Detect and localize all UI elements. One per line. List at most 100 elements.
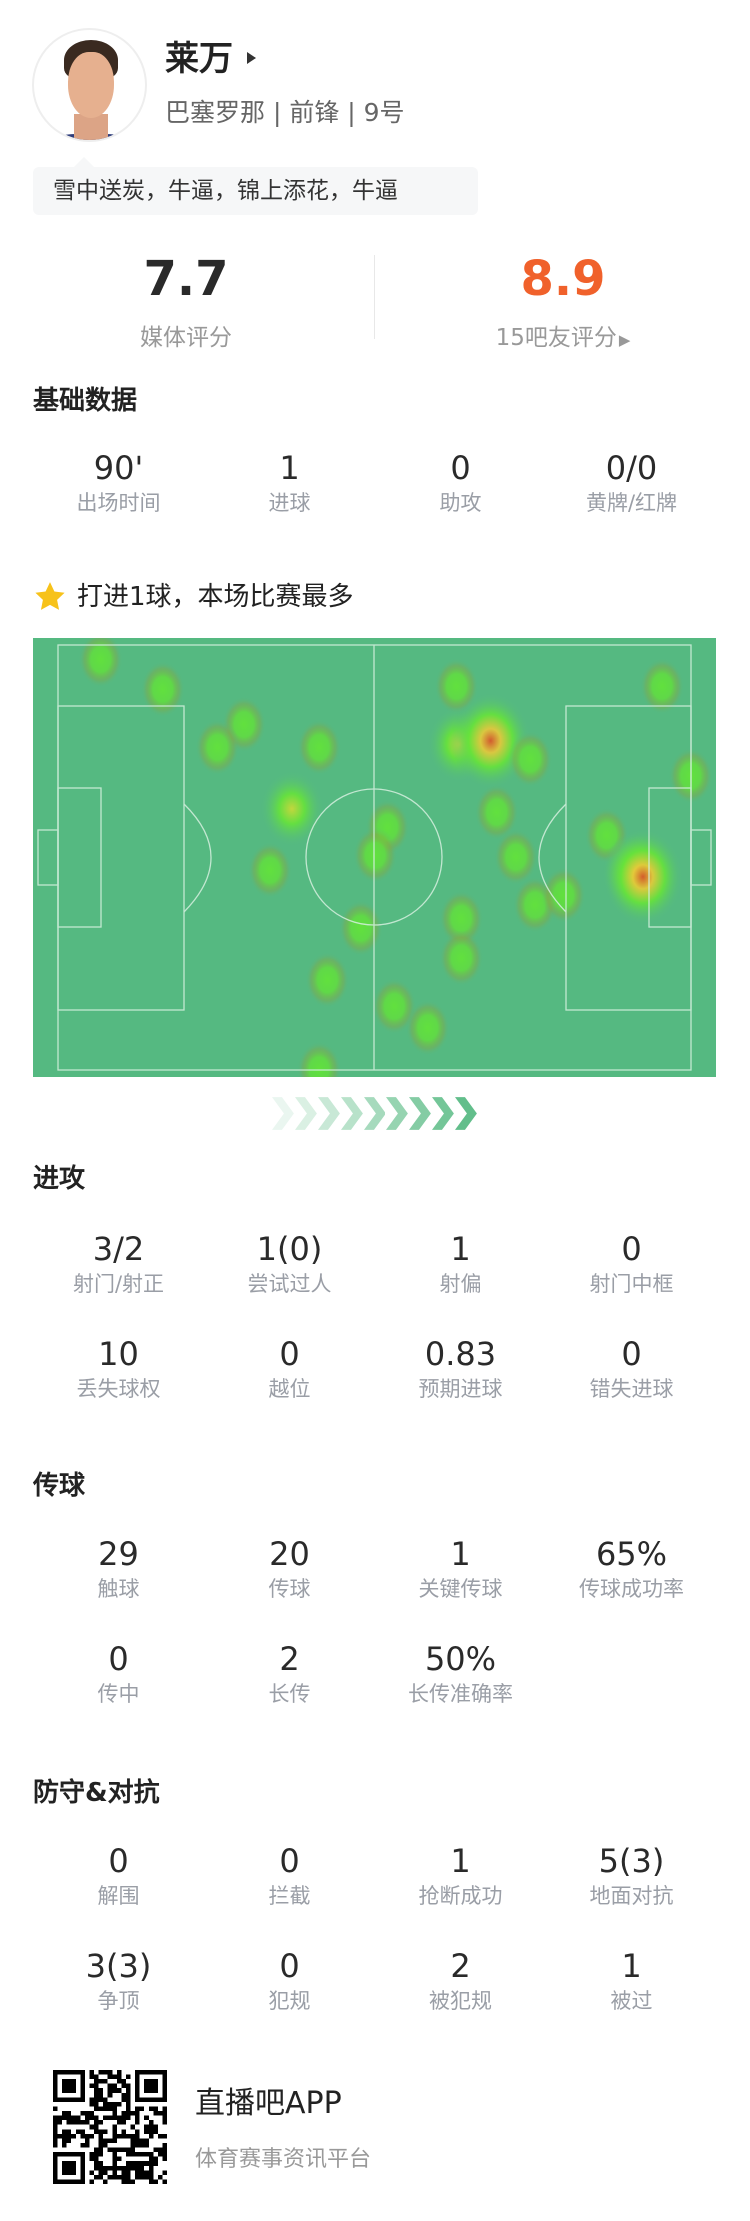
stat-label: 传球 [268, 1577, 311, 1601]
chevron-right-icon [363, 1097, 386, 1130]
stat-item: 0.83 预期进球 [375, 1335, 546, 1403]
stat-label: 长传准确率 [408, 1682, 513, 1706]
stat-label: 射门/射正 [72, 1272, 165, 1296]
stat-label: 解围 [97, 1884, 140, 1908]
stat-item: 0 错失进球 [546, 1335, 717, 1403]
heat-spot [541, 867, 586, 924]
heat-spot [640, 658, 685, 715]
stat-label: 助攻 [439, 491, 482, 515]
chevron-right-icon [317, 1097, 340, 1130]
stat-label: 黄牌/红牌 [585, 491, 678, 515]
section-title-basic: 基础数据 [33, 386, 138, 416]
stat-value: 0.83 [424, 1335, 497, 1373]
stat-value: 1 [450, 1230, 471, 1268]
fan-rating-link[interactable]: 15吧友评分 ▶ [413, 323, 713, 355]
media-rating-value: 7.7 [143, 251, 229, 307]
stat-value: 0 [108, 1842, 129, 1880]
stat-value: 1 [279, 449, 300, 487]
stat-value: 0/0 [605, 449, 658, 487]
stat-value: 3(3) [85, 1947, 152, 1985]
stat-item: 10 丢失球权 [33, 1335, 204, 1403]
stat-value: 1 [450, 1842, 471, 1880]
stat-value: 0 [279, 1947, 300, 1985]
stat-label: 长传 [268, 1682, 311, 1706]
stat-label: 尝试过人 [247, 1272, 332, 1296]
heat-spot [602, 828, 683, 925]
heat-spot [140, 661, 185, 718]
player-avatar[interactable] [32, 28, 147, 142]
heat-spot [434, 658, 479, 715]
stat-item: 2 长传 [204, 1640, 375, 1708]
stat-item: 3/2 射门/射正 [33, 1230, 204, 1298]
heat-spot [474, 784, 519, 841]
caret-right-icon[interactable] [247, 52, 256, 64]
stat-item: 3(3) 争顶 [33, 1947, 204, 2015]
app-subtitle: 体育赛事资讯平台 [195, 2147, 372, 2172]
stat-value: 29 [98, 1535, 139, 1573]
chevron-right-icon [386, 1097, 409, 1130]
qr-code [53, 2070, 167, 2184]
stat-item: 0 射门中框 [546, 1230, 717, 1298]
stat-label: 被过 [610, 1989, 653, 2013]
stat-item: 0 越位 [204, 1335, 375, 1403]
stat-label: 进球 [268, 491, 311, 515]
heat-spot [297, 719, 342, 776]
heat-spot [405, 999, 450, 1056]
fan-rating-value[interactable]: 8.9 [520, 251, 606, 307]
stat-item: 0/0 黄牌/红牌 [546, 449, 717, 517]
stat-value: 2 [450, 1947, 471, 1985]
stat-value: 0 [621, 1335, 642, 1373]
fan-rating-label: 15吧友评分 [495, 325, 617, 351]
stat-item: 1 关键传球 [375, 1535, 546, 1603]
stat-label: 触球 [97, 1577, 140, 1601]
stat-value: 0 [279, 1842, 300, 1880]
stat-value: 1 [450, 1535, 471, 1573]
player-info: 巴塞罗那 | 前锋 | 9号 [165, 98, 405, 127]
player-name[interactable]: 莱万 [165, 39, 233, 79]
player-comment-tag: 雪中送炭，牛逼，锦上添花，牛逼 [33, 167, 478, 215]
stat-label: 预期进球 [418, 1377, 503, 1401]
stat-item: 2 被犯规 [375, 1947, 546, 2015]
heat-spot [493, 829, 538, 886]
heat-spot [248, 842, 293, 899]
stat-item: 1 射偏 [375, 1230, 546, 1298]
caret-right-icon: ▶ [618, 331, 631, 349]
stat-item: 1(0) 尝试过人 [204, 1230, 375, 1298]
stat-value: 3/2 [92, 1230, 145, 1268]
stat-label: 地面对抗 [589, 1884, 674, 1908]
star-icon [35, 582, 65, 610]
stat-item: 0 解围 [33, 1842, 204, 1910]
stat-item: 90' 出场时间 [33, 449, 204, 517]
heat-spot [372, 978, 417, 1035]
attack-direction-arrows [272, 1097, 478, 1130]
stat-item: 1 进球 [204, 449, 375, 517]
heat-spot [439, 890, 484, 947]
stat-value: 90' [93, 449, 144, 487]
stat-value: 1(0) [256, 1230, 323, 1268]
stat-item: 20 传球 [204, 1535, 375, 1603]
stat-label: 争顶 [97, 1989, 140, 2013]
chevron-right-icon [455, 1097, 478, 1130]
stat-value: 5(3) [598, 1842, 665, 1880]
heat-spot [439, 930, 484, 987]
stat-value: 65% [595, 1535, 668, 1573]
stat-item: 5(3) 地面对抗 [546, 1842, 717, 1910]
chevron-right-icon [294, 1097, 317, 1130]
stat-value: 0 [108, 1640, 129, 1678]
heat-spot [195, 719, 240, 776]
stat-value: 0 [279, 1335, 300, 1373]
stat-label: 拦截 [268, 1884, 311, 1908]
pitch-lines [37, 644, 712, 1071]
stat-label: 丢失球权 [76, 1377, 161, 1401]
stat-value: 10 [98, 1335, 139, 1373]
stat-label: 射门中框 [589, 1272, 674, 1296]
stat-item: 0 拦截 [204, 1842, 375, 1910]
stat-label: 犯规 [268, 1989, 311, 2013]
stat-item: 0 传中 [33, 1640, 204, 1708]
heat-spot [305, 951, 350, 1008]
stat-item: 0 助攻 [375, 449, 546, 517]
stat-value: 2 [279, 1640, 300, 1678]
divider [374, 255, 375, 339]
stat-item: 65% 传球成功率 [546, 1535, 717, 1603]
tag-pointer [74, 157, 94, 167]
